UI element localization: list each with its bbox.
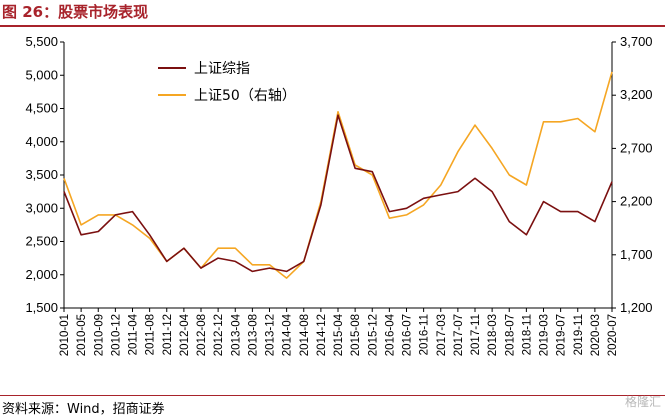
left-tick-label: 4,000 — [25, 134, 58, 149]
x-tick-label: 2017-07 — [453, 314, 465, 356]
x-tick-label: 2015-08 — [350, 314, 362, 356]
left-tick-label: 5,500 — [25, 34, 58, 49]
x-tick-label: 2010-05 — [76, 314, 88, 356]
x-tick-label: 2015-12 — [367, 314, 379, 356]
legend-label: 上证50（右轴） — [194, 88, 296, 104]
x-tick-label: 2012-12 — [213, 314, 225, 356]
x-tick-label: 2015-04 — [333, 313, 345, 356]
watermark-logo: 格隆汇 — [624, 395, 661, 409]
right-tick-label: 3,700 — [620, 34, 653, 49]
x-tick-label: 2016-11 — [419, 314, 431, 355]
x-tick-label: 2020-07 — [607, 314, 619, 356]
x-tick-label: 2011-04 — [128, 313, 140, 355]
left-tick-label: 4,500 — [25, 101, 58, 116]
left-tick-label: 3,500 — [25, 167, 58, 182]
x-tick-label: 2011-12 — [162, 314, 174, 355]
x-tick-label: 2012-08 — [196, 314, 208, 356]
x-tick-label: 2018-03 — [487, 314, 499, 356]
left-tick-label: 5,000 — [25, 67, 58, 82]
right-tick-label: 2,200 — [620, 194, 653, 209]
x-tick-label: 2016-07 — [402, 314, 414, 356]
source-note: 资料来源：Wind，招商证券 — [2, 402, 165, 417]
x-tick-label: 2014-08 — [299, 314, 311, 356]
right-axis: 1,200 1,700 2,200 2,700 3,200 3,700 — [612, 34, 653, 315]
x-tick-label: 2010-01 — [59, 314, 71, 356]
x-tick-label: 2010-09 — [93, 314, 105, 356]
x-tick-label: 2012-04 — [179, 313, 191, 356]
left-tick-label: 1,500 — [25, 300, 58, 315]
x-tick-label: 2017-03 — [436, 314, 448, 356]
right-tick-label: 1,200 — [620, 300, 653, 315]
x-tick-label: 2013-12 — [265, 314, 277, 356]
x-axis: 2010-01 2010-05 2010-09 2010-12 2011-04 2011-… — [59, 308, 619, 356]
right-tick-label: 2,700 — [620, 140, 653, 155]
x-tick-label: 2014-04 — [282, 313, 294, 356]
x-tick-label: 2016-04 — [384, 313, 396, 356]
series-layer — [63, 71, 613, 279]
x-tick-label: 2011-08 — [145, 314, 157, 355]
left-tick-label: 2,000 — [25, 267, 58, 282]
x-tick-label: 2019-07 — [556, 314, 568, 356]
x-tick-label: 2017-11 — [470, 314, 482, 355]
title-divider — [0, 25, 665, 27]
x-tick-label: 2013-08 — [247, 314, 259, 356]
right-tick-label: 3,200 — [620, 87, 653, 102]
series-line-sse50 — [63, 71, 613, 279]
stock-market-chart: 1,500 2,000 2,500 3,000 3,500 4,000 4,500 5,000… — [25, 34, 653, 356]
left-tick-label: 2,500 — [25, 234, 58, 249]
x-tick-label: 2010-12 — [110, 314, 122, 356]
x-tick-label: 2018-11 — [521, 314, 533, 355]
x-tick-label: 2019-03 — [539, 314, 551, 356]
left-axis: 1,500 2,000 2,500 3,000 3,500 4,000 4,500 5,000… — [25, 34, 64, 315]
x-tick-label: 2020-03 — [590, 314, 602, 356]
x-tick-label: 2018-07 — [504, 314, 516, 356]
x-tick-label: 2013-04 — [230, 313, 242, 356]
left-tick-label: 3,000 — [25, 200, 58, 215]
x-tick-label: 2014-12 — [316, 314, 328, 356]
right-tick-label: 1,700 — [620, 247, 653, 262]
series-line-composite — [63, 114, 613, 273]
x-tick-label: 2019-11 — [573, 314, 585, 355]
figure-title: 图 26：股票市场表现 — [2, 3, 149, 21]
legend-label: 上证综指 — [194, 61, 250, 77]
footer-divider — [0, 395, 665, 396]
